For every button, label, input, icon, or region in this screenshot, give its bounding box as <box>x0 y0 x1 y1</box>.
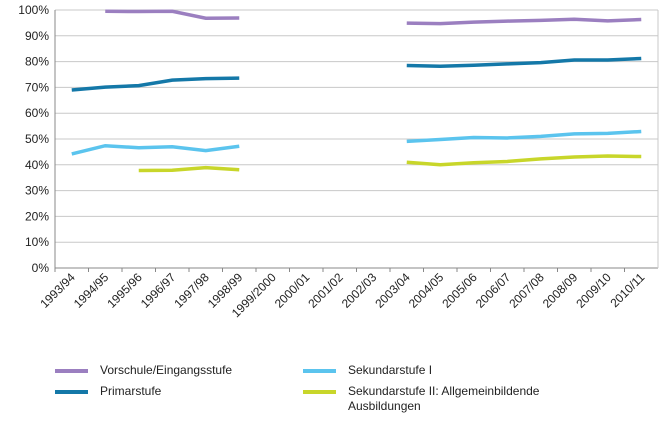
x-tick-label: 2005/06 <box>439 270 480 311</box>
x-tick-label: 2002/03 <box>339 270 380 311</box>
y-tick-label: 80% <box>25 55 49 69</box>
x-tick-label: 1994/95 <box>71 270 112 311</box>
legend-label: Sekundarstufe II: Allgemeinbildende Ausb… <box>348 384 540 413</box>
legend-item: Sekundarstufe II: Allgemeinbildende Ausb… <box>303 384 553 414</box>
legend-swatch <box>303 390 336 394</box>
y-tick-label: 20% <box>25 209 49 223</box>
x-tick-label: 1996/97 <box>138 270 179 311</box>
series-line <box>105 9 642 26</box>
legend-swatch <box>55 369 88 373</box>
x-tick-label: 2009/10 <box>573 270 614 311</box>
x-tick-label: 1993/94 <box>37 270 78 311</box>
x-tick-label: 2008/09 <box>540 270 581 311</box>
y-tick-label: 10% <box>25 235 49 249</box>
x-tick-label: 2003/04 <box>372 270 413 311</box>
x-tick-label: 2004/05 <box>406 270 447 311</box>
y-tick-label: 30% <box>25 184 49 198</box>
series-line <box>71 56 642 92</box>
legend-label: Vorschule/Eingangsstufe <box>100 363 233 377</box>
x-tick-label: 2010/11 <box>607 270 647 310</box>
y-tick-label: 90% <box>25 29 49 43</box>
legend-label: Sekundarstufe I <box>348 363 433 377</box>
series-line <box>71 129 642 156</box>
y-tick-label: 50% <box>25 132 49 146</box>
y-tick-label: 60% <box>25 106 49 120</box>
x-tick-label: 2001/02 <box>305 270 346 311</box>
series-line <box>138 154 642 173</box>
y-tick-label: 70% <box>25 80 49 94</box>
legend-label: Primarstufe <box>100 384 162 398</box>
y-tick-label: 100% <box>18 3 49 17</box>
x-tick-label: 1995/96 <box>104 270 145 311</box>
y-tick-label: 40% <box>25 158 49 172</box>
x-tick-label: 1997/98 <box>171 270 212 311</box>
legend-item: Vorschule/Eingangsstufe <box>55 363 232 378</box>
legend-item: Sekundarstufe I <box>303 363 432 378</box>
legend-swatch <box>303 369 336 373</box>
legend-item: Primarstufe <box>55 384 161 399</box>
y-tick-label: 0% <box>32 261 50 275</box>
x-tick-label: 2007/08 <box>506 270 547 311</box>
x-tick-label: 2006/07 <box>473 270 514 311</box>
legend-swatch <box>55 390 88 394</box>
x-tick-label: 2000/01 <box>272 270 313 311</box>
